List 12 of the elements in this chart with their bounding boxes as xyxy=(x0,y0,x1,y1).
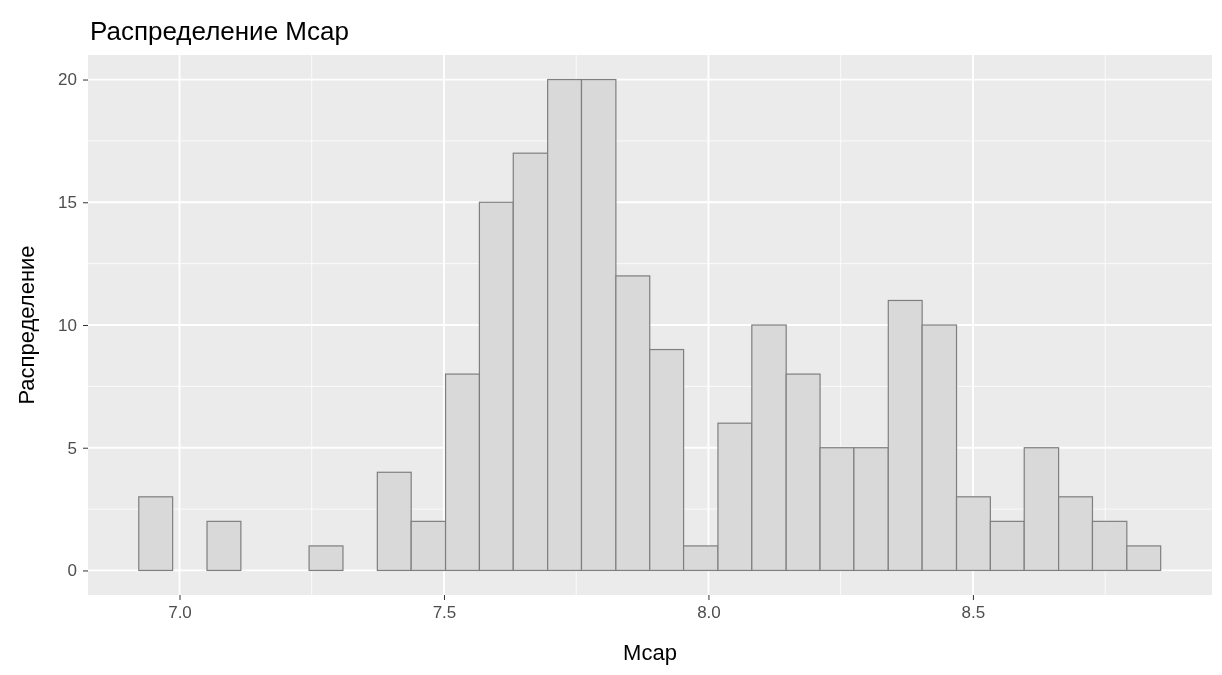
x-tick-label: 8.5 xyxy=(961,603,986,623)
x-tick-label: 8.0 xyxy=(697,603,721,623)
y-tick-label: 0 xyxy=(67,561,77,581)
y-tick-label: 15 xyxy=(58,193,77,213)
x-tick-label: 7.0 xyxy=(168,603,192,623)
x-axis-title: Mcap xyxy=(623,640,677,665)
y-tick-label: 20 xyxy=(58,70,77,90)
y-axis-title: Распределение xyxy=(14,245,39,405)
chart-title: Распределение Mcap xyxy=(90,16,349,46)
y-tick-label: 5 xyxy=(67,438,77,458)
y-tick-label: 10 xyxy=(58,315,77,335)
x-tick-label: 7.5 xyxy=(432,603,457,623)
